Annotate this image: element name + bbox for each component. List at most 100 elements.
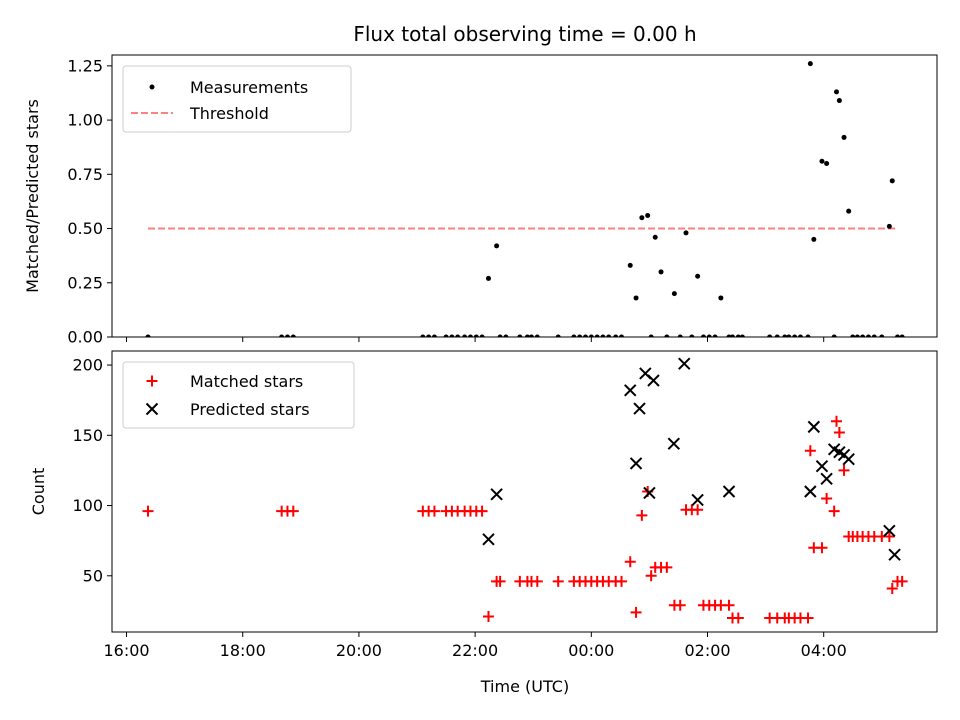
y-tick-label: 200 <box>72 356 103 375</box>
plot-marks <box>145 61 905 337</box>
x-tick-label: 16:00 <box>103 641 149 660</box>
measurement-point <box>664 334 670 337</box>
predicted-star-point <box>482 533 495 546</box>
measurement-point <box>426 334 432 337</box>
measurement-point <box>583 334 589 337</box>
matched-star-point <box>883 530 895 542</box>
measurement-point <box>695 273 701 279</box>
matched-star-point <box>886 582 898 594</box>
predicted-star-point <box>820 472 833 486</box>
measurement-point <box>555 334 561 337</box>
measurement-point <box>718 295 724 301</box>
measurement-point <box>871 334 877 337</box>
measurement-point <box>819 158 825 164</box>
measurement-point <box>894 334 900 337</box>
legend-predicted-label: Predicted stars <box>190 400 310 419</box>
y-axis-label: Matched/Predicted stars <box>23 99 42 293</box>
measurement-point <box>729 334 735 337</box>
x-tick-label: 22:00 <box>452 641 498 660</box>
measurement-point <box>534 334 540 337</box>
y-tick-label: 50 <box>83 566 103 585</box>
matched-star-point <box>692 504 704 516</box>
matched-star-point <box>428 505 440 517</box>
measurement-point <box>774 334 780 337</box>
measurement-point <box>431 334 437 337</box>
y-axis-label: Count <box>29 468 48 516</box>
measurement-point <box>824 160 830 166</box>
measurement-point <box>145 334 151 337</box>
measurement-point <box>613 334 619 337</box>
predicted-star-point <box>678 357 691 370</box>
y-tick-label: 100 <box>72 496 103 515</box>
x-tick-label: 04:00 <box>801 641 847 660</box>
predicted-star-point <box>722 485 736 498</box>
matched-star-point <box>896 575 908 587</box>
matched-star-point <box>494 575 506 587</box>
measurement-point <box>497 334 503 337</box>
measurement-point <box>473 334 479 337</box>
measurement-point <box>284 334 290 337</box>
measurement-point <box>503 334 509 337</box>
predicted-star-point <box>842 452 855 466</box>
measurement-point <box>462 334 468 337</box>
measurement-point <box>677 334 683 337</box>
measurement-point <box>706 334 712 337</box>
matched-star-point <box>142 505 154 517</box>
x-tick-label: 18:00 <box>220 641 266 660</box>
matched-star-point <box>732 612 744 624</box>
measurement-point <box>854 334 860 337</box>
predicted-star-point <box>883 524 896 538</box>
measurement-point <box>648 334 654 337</box>
predicted-star-point <box>629 457 643 470</box>
measurement-point <box>494 243 500 249</box>
plot-frame <box>111 350 938 633</box>
matched-star-point <box>838 464 850 476</box>
y-tick-label: 150 <box>72 426 103 445</box>
legend: Measurements Threshold <box>122 65 352 133</box>
measurement-point <box>889 178 895 184</box>
measurement-point <box>279 334 285 337</box>
measurement-point <box>485 275 491 281</box>
matched-star-point <box>804 445 816 457</box>
matched-star-point <box>616 575 628 587</box>
predicted-star-point <box>633 402 646 415</box>
measurement-point <box>652 234 658 240</box>
matched-star-point <box>828 505 840 517</box>
measurement-point <box>290 334 296 337</box>
measurement-point <box>782 334 788 337</box>
matched-star-point <box>482 611 494 623</box>
measurement-point <box>517 334 523 337</box>
y-tick-label: 0.25 <box>67 273 103 292</box>
measurement-point <box>735 334 741 337</box>
measurement-point <box>846 208 852 214</box>
measurement-point <box>467 334 473 337</box>
legend-threshold-label: Threshold <box>189 104 269 123</box>
measurement-point <box>850 334 856 337</box>
predicted-star-point <box>815 460 829 473</box>
legend: Matched stars Predicted stars <box>122 361 355 429</box>
matched-star-point <box>531 575 543 587</box>
measurement-point <box>689 334 695 337</box>
x-tick-label: 00:00 <box>568 641 614 660</box>
x-tick-label: 02:00 <box>684 641 730 660</box>
legend-matched-marker <box>146 375 158 387</box>
predicted-star-point <box>691 493 704 507</box>
x-axis-label: Time (UTC) <box>480 677 569 696</box>
measurement-point <box>700 334 706 337</box>
x-tick-label: 20:00 <box>336 641 382 660</box>
measurement-point <box>606 334 612 337</box>
y-tick-label: 0.75 <box>67 165 103 184</box>
measurement-point <box>577 334 583 337</box>
matched-star-point <box>816 542 828 554</box>
predicted-star-point <box>490 488 503 501</box>
measurement-point <box>712 334 718 337</box>
measurement-point <box>811 236 817 242</box>
legend-measurements-label: Measurements <box>190 78 308 97</box>
y-tick-label: 0.50 <box>67 219 103 238</box>
predicted-star-point <box>643 486 656 500</box>
matched-star-point <box>830 415 842 427</box>
measurement-point <box>786 334 792 337</box>
matched-star-point <box>802 612 814 624</box>
y-tick-label: 1.25 <box>67 56 103 75</box>
measurement-point <box>841 134 847 140</box>
